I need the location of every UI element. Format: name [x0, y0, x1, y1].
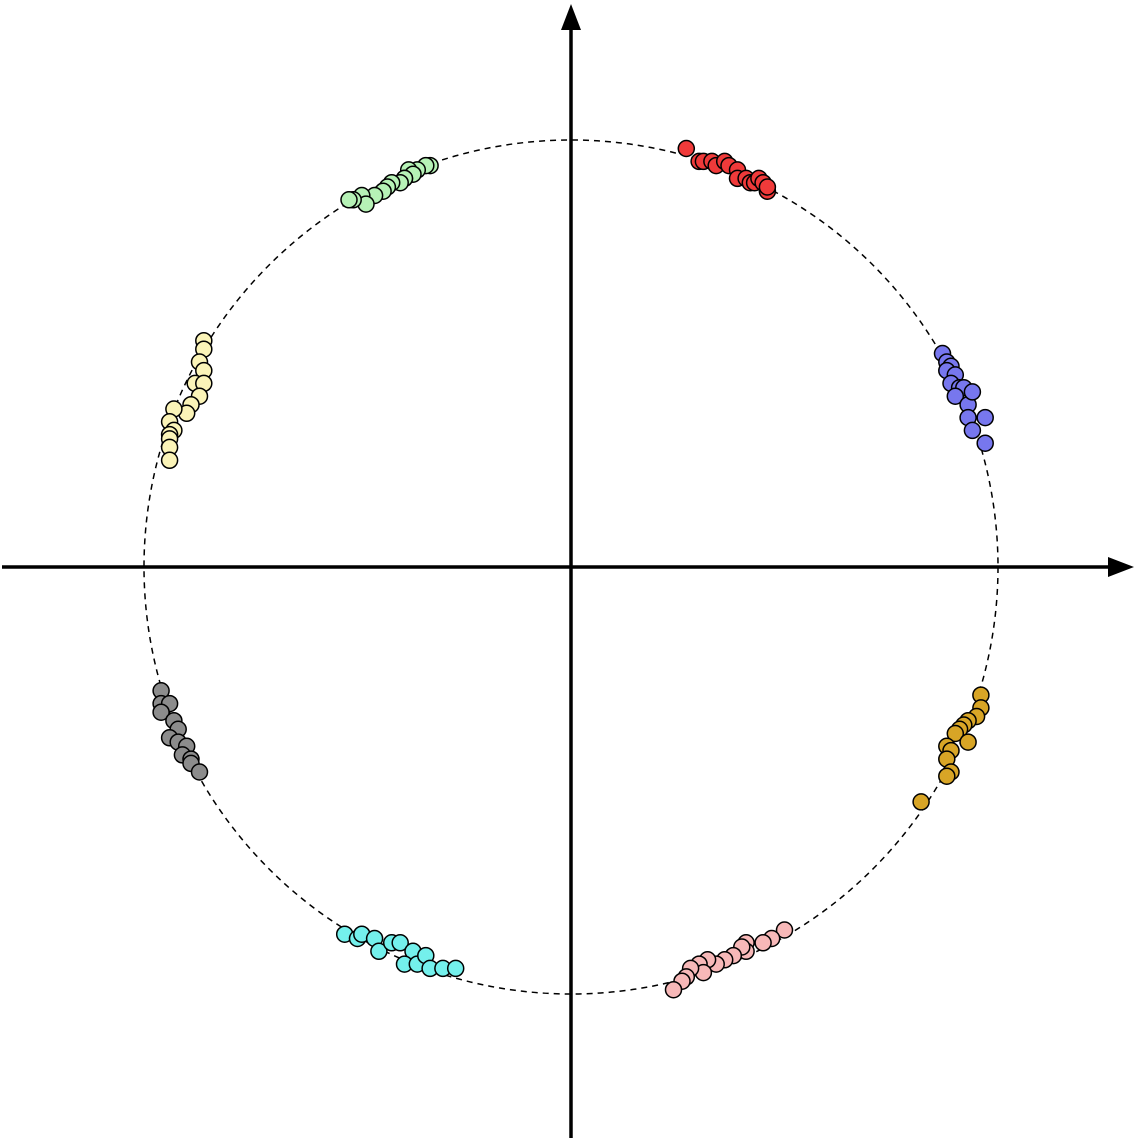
data-point-series-2 [976, 408, 994, 427]
data-point-series-1 [677, 139, 696, 158]
data-point-series-4 [664, 980, 683, 999]
data-point-series-4 [754, 934, 772, 952]
data-point-series-5 [446, 959, 465, 978]
y-axis-arrow [561, 4, 581, 30]
data-point-series-2 [946, 387, 965, 405]
data-point-series-4 [775, 921, 794, 939]
x-axis-arrow [1108, 557, 1134, 577]
data-point-series-6 [152, 703, 170, 721]
data-point-series-2 [963, 383, 982, 401]
data-point-series-5 [370, 942, 388, 961]
data-point-series-2 [976, 434, 994, 452]
data-point-series-3 [912, 793, 930, 811]
data-point-series-5 [391, 934, 409, 952]
data-point-series-8 [340, 191, 358, 209]
data-points [152, 139, 994, 999]
data-point-series-1 [758, 178, 777, 196]
data-point-series-7 [160, 451, 179, 470]
data-point-series-3 [959, 733, 977, 751]
data-point-series-2 [963, 421, 982, 440]
data-point-series-6 [190, 763, 209, 781]
data-point-series-3 [938, 767, 956, 785]
data-point-series-3 [946, 724, 965, 743]
